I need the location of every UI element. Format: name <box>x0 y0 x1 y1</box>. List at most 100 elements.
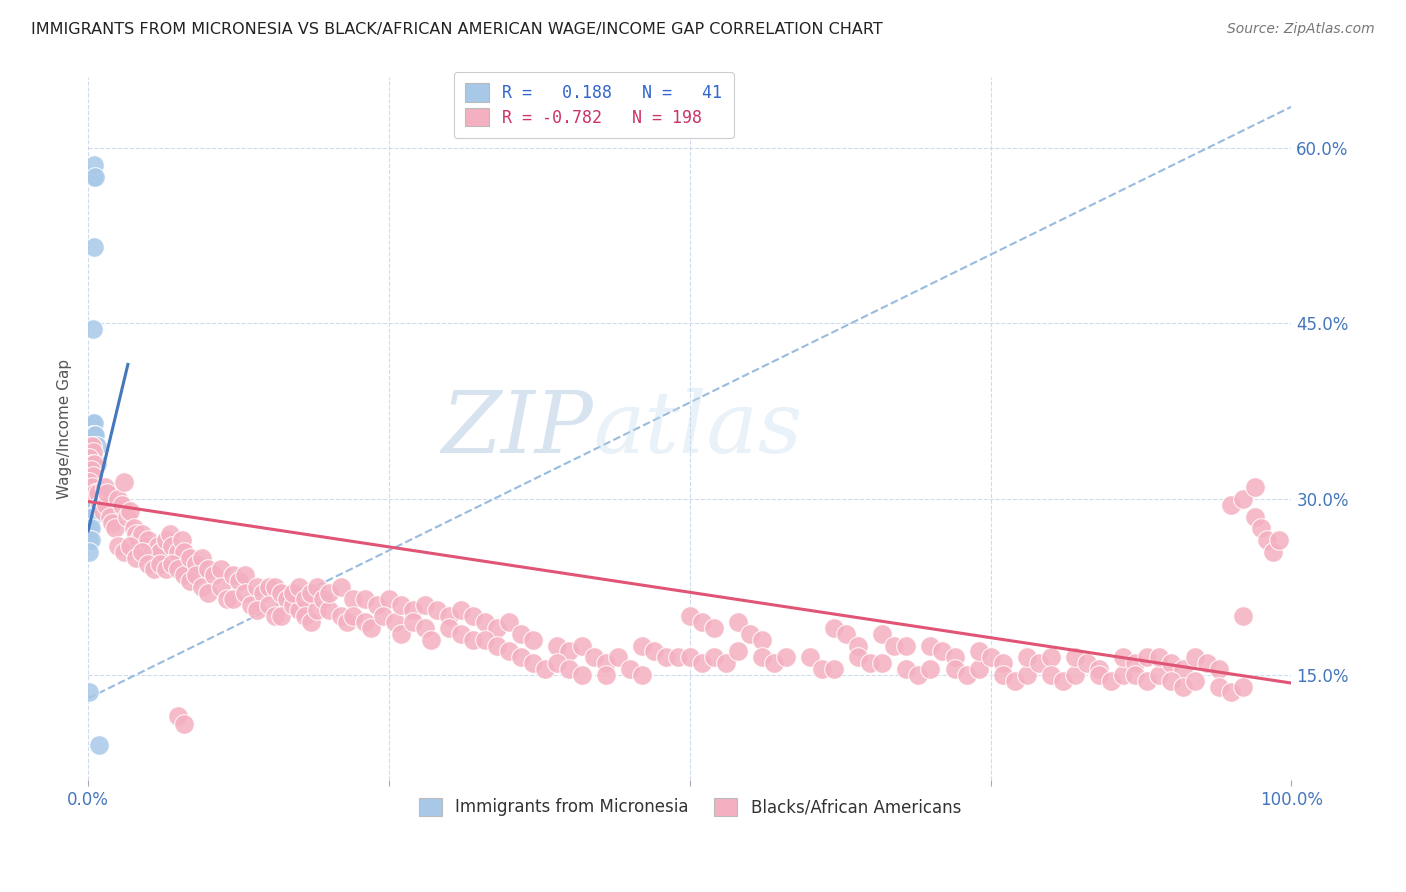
Point <box>823 662 845 676</box>
Point <box>690 656 713 670</box>
Point <box>98 509 121 524</box>
Point <box>96 486 118 500</box>
Point <box>146 539 169 553</box>
Point <box>1263 545 1285 559</box>
Point <box>128 533 150 548</box>
Point <box>82 483 104 497</box>
Point <box>257 580 280 594</box>
Point <box>79 463 101 477</box>
Point <box>402 615 425 629</box>
Point <box>120 504 142 518</box>
Point <box>197 586 219 600</box>
Point <box>558 662 581 676</box>
Point <box>135 539 157 553</box>
Text: Source: ZipAtlas.com: Source: ZipAtlas.com <box>1227 22 1375 37</box>
Point <box>294 591 316 606</box>
Point <box>136 557 159 571</box>
Point <box>281 598 304 612</box>
Point <box>131 527 153 541</box>
Point <box>83 416 105 430</box>
Point <box>173 717 195 731</box>
Point <box>173 545 195 559</box>
Point <box>233 586 256 600</box>
Point <box>79 463 101 477</box>
Point <box>246 603 269 617</box>
Point <box>94 480 117 494</box>
Point <box>131 545 153 559</box>
Point <box>159 527 181 541</box>
Point <box>1160 673 1182 688</box>
Point <box>1039 668 1062 682</box>
Point <box>907 668 929 682</box>
Point <box>111 498 134 512</box>
Point <box>666 650 689 665</box>
Point <box>204 568 226 582</box>
Point <box>82 427 104 442</box>
Point <box>606 650 628 665</box>
Point <box>125 550 148 565</box>
Point <box>120 539 142 553</box>
Point <box>1268 533 1291 548</box>
Point <box>281 586 304 600</box>
Point <box>186 557 208 571</box>
Point <box>82 463 104 477</box>
Point <box>775 650 797 665</box>
Point <box>727 615 749 629</box>
Point <box>215 591 238 606</box>
Point <box>384 615 406 629</box>
Point <box>112 545 135 559</box>
Point <box>991 656 1014 670</box>
Point <box>1232 609 1254 624</box>
Point <box>486 639 509 653</box>
Point <box>846 639 869 653</box>
Point <box>967 662 990 676</box>
Point <box>943 662 966 676</box>
Point <box>197 562 219 576</box>
Point <box>107 492 129 507</box>
Point <box>1076 656 1098 670</box>
Point <box>79 500 101 515</box>
Point <box>84 457 107 471</box>
Point <box>872 656 894 670</box>
Point <box>143 562 166 576</box>
Point <box>1208 662 1230 676</box>
Point <box>420 632 443 647</box>
Point <box>354 615 377 629</box>
Point <box>287 580 309 594</box>
Point <box>115 509 138 524</box>
Point <box>155 562 177 576</box>
Point <box>329 580 352 594</box>
Point <box>522 632 544 647</box>
Text: atlas: atlas <box>593 387 803 470</box>
Point <box>96 498 118 512</box>
Point <box>143 550 166 565</box>
Point <box>80 509 103 524</box>
Point <box>811 662 834 676</box>
Point <box>630 668 652 682</box>
Point <box>318 603 340 617</box>
Point <box>101 516 124 530</box>
Legend: Immigrants from Micronesia, Blacks/African Americans: Immigrants from Micronesia, Blacks/Afric… <box>411 789 969 825</box>
Point <box>209 562 232 576</box>
Point <box>823 621 845 635</box>
Point <box>426 603 449 617</box>
Point <box>1099 673 1122 688</box>
Point <box>79 685 101 699</box>
Point <box>1136 650 1159 665</box>
Point <box>82 451 104 466</box>
Point <box>162 539 184 553</box>
Point <box>79 533 101 548</box>
Point <box>79 463 101 477</box>
Point <box>167 545 190 559</box>
Point <box>859 656 882 670</box>
Point <box>354 591 377 606</box>
Point <box>1052 673 1074 688</box>
Point <box>91 504 114 518</box>
Point <box>1112 668 1135 682</box>
Point <box>89 498 111 512</box>
Point <box>84 169 107 184</box>
Point <box>79 521 101 535</box>
Point <box>437 609 460 624</box>
Point <box>86 439 108 453</box>
Point <box>79 439 101 453</box>
